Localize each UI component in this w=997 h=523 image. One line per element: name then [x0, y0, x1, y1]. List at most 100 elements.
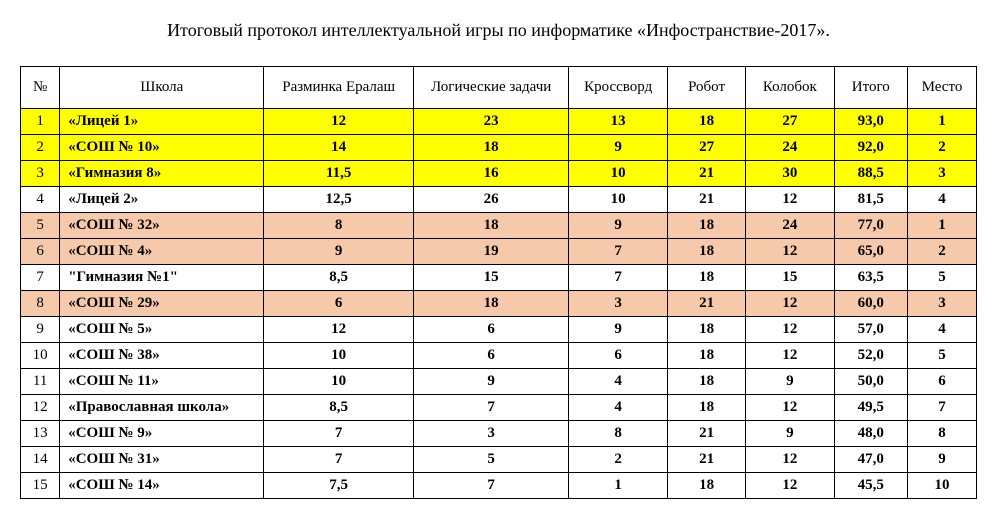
header-row: № Школа Разминка Ералаш Логические задач…: [21, 67, 977, 109]
cell-robot: 18: [668, 109, 746, 135]
cell-kolobok: 12: [746, 343, 834, 369]
cell-num: 9: [21, 317, 60, 343]
cell-crossword: 10: [569, 161, 668, 187]
cell-total: 93,0: [834, 109, 907, 135]
table-row: 1«Лицей 1»122313182793,01: [21, 109, 977, 135]
cell-crossword: 4: [569, 395, 668, 421]
cell-num: 13: [21, 421, 60, 447]
table-row: 7"Гимназия №1"8,5157181563,55: [21, 265, 977, 291]
cell-total: 52,0: [834, 343, 907, 369]
cell-kolobok: 27: [746, 109, 834, 135]
cell-place: 3: [907, 161, 976, 187]
table-row: 11«СОШ № 11»109418950,06: [21, 369, 977, 395]
cell-num: 6: [21, 239, 60, 265]
cell-kolobok: 15: [746, 265, 834, 291]
cell-kolobok: 12: [746, 473, 834, 499]
cell-warmup: 8,5: [264, 265, 414, 291]
cell-school: «Лицей 2»: [60, 187, 264, 213]
cell-logic: 5: [414, 447, 569, 473]
cell-school: «СОШ № 10»: [60, 135, 264, 161]
table-row: 15«СОШ № 14»7,571181245,510: [21, 473, 977, 499]
table-row: 13«СОШ № 9»73821948,08: [21, 421, 977, 447]
cell-logic: 18: [414, 291, 569, 317]
table-row: 5«СОШ № 32»8189182477,01: [21, 213, 977, 239]
cell-school: «СОШ № 32»: [60, 213, 264, 239]
cell-school: «СОШ № 38»: [60, 343, 264, 369]
cell-warmup: 11,5: [264, 161, 414, 187]
cell-school: «СОШ № 14»: [60, 473, 264, 499]
cell-robot: 27: [668, 135, 746, 161]
cell-crossword: 2: [569, 447, 668, 473]
cell-place: 4: [907, 187, 976, 213]
cell-school: «Лицей 1»: [60, 109, 264, 135]
cell-total: 45,5: [834, 473, 907, 499]
cell-logic: 16: [414, 161, 569, 187]
cell-robot: 18: [668, 343, 746, 369]
cell-num: 2: [21, 135, 60, 161]
cell-warmup: 6: [264, 291, 414, 317]
cell-crossword: 9: [569, 135, 668, 161]
cell-place: 5: [907, 265, 976, 291]
cell-total: 50,0: [834, 369, 907, 395]
cell-num: 7: [21, 265, 60, 291]
cell-warmup: 12: [264, 317, 414, 343]
cell-kolobok: 12: [746, 187, 834, 213]
cell-num: 11: [21, 369, 60, 395]
cell-school: «СОШ № 9»: [60, 421, 264, 447]
cell-total: 49,5: [834, 395, 907, 421]
cell-warmup: 14: [264, 135, 414, 161]
cell-school: «СОШ № 31»: [60, 447, 264, 473]
cell-school: «СОШ № 5»: [60, 317, 264, 343]
cell-crossword: 6: [569, 343, 668, 369]
cell-robot: 18: [668, 369, 746, 395]
cell-crossword: 1: [569, 473, 668, 499]
table-row: 3«Гимназия 8»11,51610213088,53: [21, 161, 977, 187]
cell-place: 4: [907, 317, 976, 343]
cell-logic: 7: [414, 395, 569, 421]
cell-logic: 15: [414, 265, 569, 291]
cell-num: 12: [21, 395, 60, 421]
cell-logic: 18: [414, 213, 569, 239]
cell-warmup: 7: [264, 421, 414, 447]
cell-robot: 18: [668, 473, 746, 499]
table-row: 9«СОШ № 5»1269181257,04: [21, 317, 977, 343]
cell-total: 63,5: [834, 265, 907, 291]
cell-warmup: 7,5: [264, 473, 414, 499]
cell-crossword: 9: [569, 213, 668, 239]
cell-place: 5: [907, 343, 976, 369]
header-robot: Робот: [668, 67, 746, 109]
cell-robot: 21: [668, 161, 746, 187]
cell-logic: 9: [414, 369, 569, 395]
cell-school: «Православная школа»: [60, 395, 264, 421]
cell-warmup: 9: [264, 239, 414, 265]
cell-warmup: 12,5: [264, 187, 414, 213]
cell-num: 4: [21, 187, 60, 213]
cell-crossword: 7: [569, 239, 668, 265]
cell-robot: 18: [668, 213, 746, 239]
cell-robot: 18: [668, 395, 746, 421]
cell-school: «СОШ № 4»: [60, 239, 264, 265]
cell-kolobok: 24: [746, 135, 834, 161]
cell-logic: 3: [414, 421, 569, 447]
table-row: 10«СОШ № 38»1066181252,05: [21, 343, 977, 369]
cell-kolobok: 12: [746, 291, 834, 317]
cell-school: «СОШ № 11»: [60, 369, 264, 395]
cell-crossword: 8: [569, 421, 668, 447]
cell-num: 1: [21, 109, 60, 135]
header-warmup: Разминка Ералаш: [264, 67, 414, 109]
cell-warmup: 12: [264, 109, 414, 135]
cell-num: 5: [21, 213, 60, 239]
cell-warmup: 10: [264, 343, 414, 369]
header-kolobok: Колобок: [746, 67, 834, 109]
cell-total: 60,0: [834, 291, 907, 317]
cell-crossword: 4: [569, 369, 668, 395]
cell-robot: 18: [668, 317, 746, 343]
cell-logic: 6: [414, 343, 569, 369]
table-row: 12«Православная школа»8,574181249,57: [21, 395, 977, 421]
cell-total: 88,5: [834, 161, 907, 187]
cell-crossword: 7: [569, 265, 668, 291]
cell-logic: 6: [414, 317, 569, 343]
header-total: Итого: [834, 67, 907, 109]
cell-kolobok: 12: [746, 317, 834, 343]
cell-total: 47,0: [834, 447, 907, 473]
